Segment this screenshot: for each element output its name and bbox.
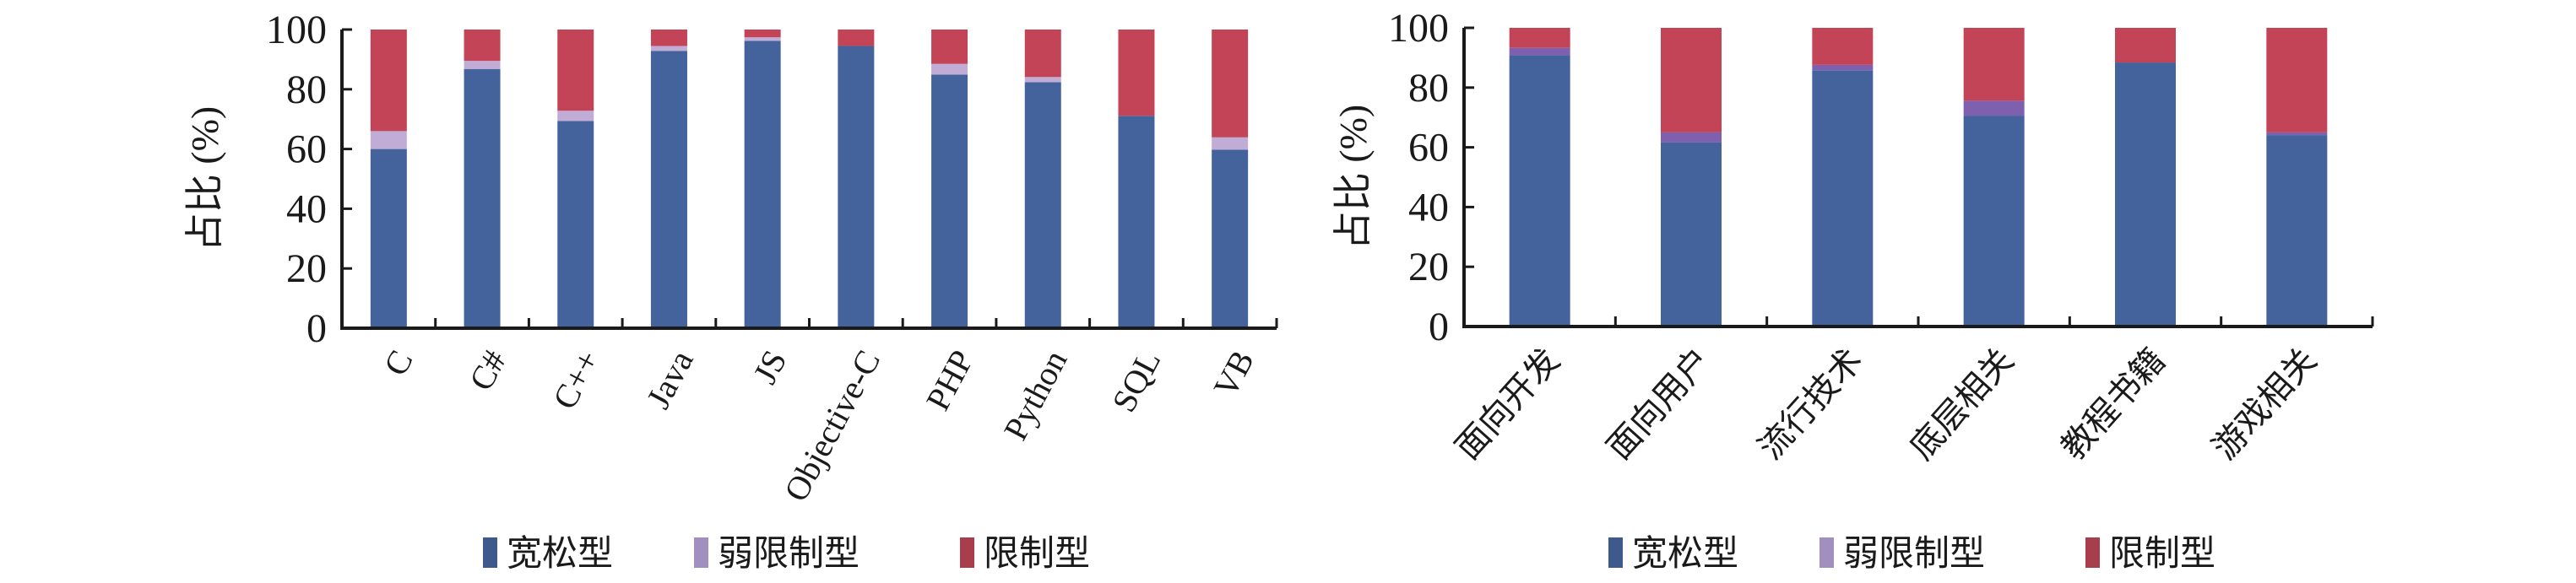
bar-segment — [650, 46, 687, 51]
x-tick-label: C# — [462, 344, 514, 397]
bar-segment — [1509, 28, 1570, 48]
x-tick-label: VB — [1206, 344, 1261, 403]
y-tick-label: 0 — [306, 306, 327, 351]
bar-segment — [2266, 135, 2328, 327]
legend-item: 宽松型 — [1608, 534, 1738, 574]
bar-segment — [838, 46, 875, 328]
bar-segment — [1212, 30, 1249, 138]
y-tick-label: 80 — [1408, 66, 1449, 111]
bar-segment — [1212, 137, 1249, 150]
y-tick-label: 80 — [286, 67, 327, 112]
x-tick-label: Python — [996, 344, 1075, 446]
bar-segment — [744, 30, 781, 38]
bar-segment — [370, 148, 407, 328]
legend-swatch — [1819, 537, 1834, 568]
bar-segment — [1509, 55, 1570, 327]
legend-label: 宽松型 — [507, 534, 613, 574]
bar-segment — [557, 111, 594, 121]
bar-segment — [1024, 82, 1061, 328]
bar-segment — [1118, 116, 1155, 328]
y-tick-label: 20 — [286, 246, 327, 291]
x-tick-label: 教程书籍 — [2054, 341, 2173, 467]
bar-segment — [1212, 149, 1249, 328]
bar-segment — [1963, 116, 2025, 327]
y-tick-label: 20 — [1408, 245, 1449, 289]
bar-segment — [557, 121, 594, 328]
bar-segment — [931, 63, 968, 75]
legend-swatch — [1608, 537, 1623, 568]
x-tick-label: JS — [746, 344, 794, 391]
legend-label: 限制型 — [984, 535, 1090, 574]
legend-label: 限制型 — [2109, 535, 2215, 574]
bar-segment — [1024, 77, 1061, 83]
bar-segment — [650, 51, 687, 328]
bar-segment — [838, 30, 875, 46]
legend-label: 弱限制型 — [1843, 535, 1985, 574]
legend-item: 弱限制型 — [1819, 535, 1985, 574]
bar-segment — [1661, 132, 1722, 143]
x-tick-label: 底层相关 — [1902, 341, 2021, 467]
x-tick-label: Java — [639, 343, 701, 414]
bar-segment — [1118, 30, 1155, 116]
bar-segment — [650, 30, 687, 46]
bar-segment — [1812, 70, 1874, 327]
bar-segment — [1661, 142, 1722, 327]
chart-license-by-category: 面向开发 面向用户 流行技术 底层相关 教程书籍 游戏相关 0 20 40 60 80 100 占比 (… — [1331, 6, 2374, 574]
y-axis-label: 占比 (%) — [183, 106, 226, 251]
y-tick-label: 60 — [286, 127, 327, 172]
x-tick-label: Objective-C — [777, 344, 888, 508]
bar-segment — [370, 30, 407, 132]
legend-swatch — [483, 537, 497, 568]
bar-segment — [1812, 64, 1874, 71]
bar-segment — [464, 68, 501, 328]
legend-item: 宽松型 — [483, 534, 613, 574]
x-tick-label: PHP — [919, 344, 981, 417]
bar-segment — [1963, 100, 2025, 116]
bar-segment — [2266, 28, 2328, 132]
bar-segment — [2115, 62, 2176, 327]
legend-label: 弱限制型 — [718, 535, 860, 574]
bar-segment — [370, 131, 407, 149]
y-tick-label: 100 — [1388, 6, 1449, 51]
legend-item: 限制型 — [960, 535, 1090, 574]
bar-segment — [1812, 28, 1874, 65]
bar-segment — [744, 40, 781, 329]
y-tick-label: 100 — [266, 8, 327, 52]
bar-segment — [1509, 47, 1570, 56]
bar-segment — [2115, 28, 2176, 63]
x-tick-label: 面向开发 — [1448, 341, 1567, 467]
bar-segment — [2266, 132, 2328, 136]
legend-swatch — [960, 537, 974, 568]
y-tick-label: 40 — [286, 186, 327, 231]
bar-segment — [464, 61, 501, 69]
x-tick-label: C++ — [545, 344, 607, 416]
bar-segment — [744, 37, 781, 41]
x-tick-label: 流行技术 — [1751, 341, 1870, 467]
y-tick-label: 40 — [1408, 185, 1449, 229]
bar-segment — [464, 30, 501, 62]
bar-segment — [557, 30, 594, 111]
bar-segment — [1024, 30, 1061, 78]
x-tick-label: C — [376, 344, 420, 382]
legend-item: 限制型 — [2085, 535, 2215, 574]
bar-segment — [1963, 28, 2025, 101]
bar-segment — [1661, 28, 1722, 132]
x-tick-label: SQL — [1104, 344, 1168, 418]
legend-swatch — [694, 537, 708, 568]
x-tick-label: 面向用户 — [1600, 341, 1719, 467]
legend-swatch — [2085, 537, 2100, 568]
bar-segment — [931, 30, 968, 64]
y-tick-label: 60 — [1408, 126, 1449, 170]
y-axis-label: 占比 (%) — [1331, 105, 1375, 250]
x-tick-label: 游戏相关 — [2205, 341, 2324, 467]
bar-segment — [931, 74, 968, 328]
legend-label: 宽松型 — [1632, 534, 1738, 574]
y-tick-label: 0 — [1429, 305, 1449, 349]
legend-item: 弱限制型 — [694, 535, 860, 574]
